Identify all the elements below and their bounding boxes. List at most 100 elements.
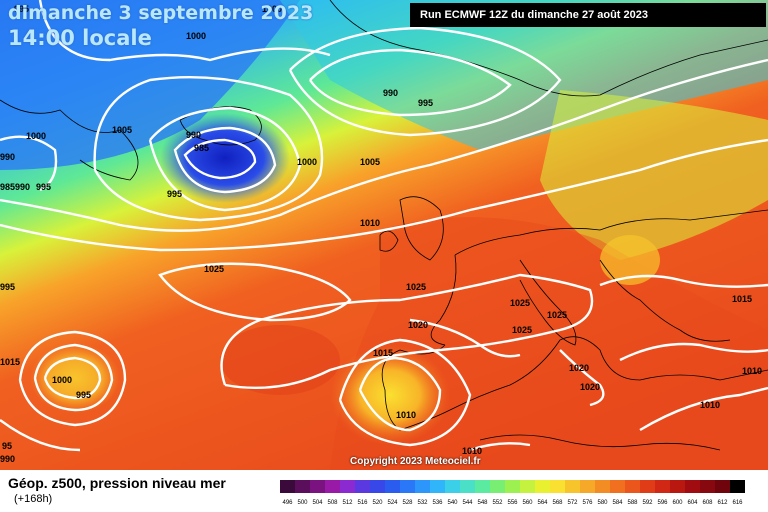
scale-swatch [505,480,520,493]
isobar-label: 990 [0,152,15,162]
scale-swatch [295,480,310,493]
scale-tick-label: 532 [417,500,428,506]
scale-tick-label: 568 [552,500,563,506]
cold-pool-zone [0,0,300,170]
isobar-label: 995 [167,189,182,199]
scale-tick-label: 588 [627,500,638,506]
isobar-label: 990 [0,454,15,464]
scale-tick-label: 616 [732,500,743,506]
legend-footer: Géop. z500, pression niveau mer (+168h) … [0,470,768,512]
isobar-label: 990 [186,130,201,140]
scale-tick-label: 556 [507,500,518,506]
scale-tick-label: 540 [447,500,458,506]
color-scale: 496 500 504 508 512 516 520 524 528 532 536 540 544 5… [280,480,745,506]
scale-swatch [385,480,400,493]
isobar-label: 1020 [408,320,428,330]
isobars [0,0,768,450]
isobar-label: 985 [0,182,15,192]
isobar-label: 1015 [0,357,20,367]
isobar-label: 1025 [204,264,224,274]
isobar-labels: 995 1000 1000 990 995 1005 990 985 1000 … [0,4,762,464]
isobar-label: 1020 [580,382,600,392]
scale-swatch [355,480,370,493]
map-canvas: 995 1000 1000 990 995 1005 990 985 1000 … [0,0,768,470]
isobar-label: 1025 [547,310,567,320]
scale-tick-label: 500 [297,500,308,506]
scale-tick-label: 608 [702,500,713,506]
scale-tick-label: 552 [492,500,503,506]
scale-tick-label: 612 [717,500,728,506]
isobar-label: 995 [36,182,51,192]
scale-swatch [415,480,430,493]
polar-zone [280,0,768,150]
isobar-label: 995 [14,4,29,14]
isobar-label: 995 [0,282,15,292]
scale-tick-label: 580 [597,500,608,506]
isobar-label: 990 [383,88,398,98]
scale-swatch [370,480,385,493]
scale-swatch [280,480,295,493]
scale-swatch [565,480,580,493]
scale-tick-label: 512 [342,500,353,506]
forecast-map[interactable]: 995 1000 1000 990 995 1005 990 985 1000 … [0,0,768,470]
copyright-notice: Copyright 2023 Meteociel.fr [350,456,481,467]
scale-swatch [445,480,460,493]
scale-tick-label: 604 [687,500,698,506]
isobar-label: 1005 [112,125,132,135]
scale-swatch [400,480,415,493]
isobar-label: 1010 [700,400,720,410]
legend-forecast-range: (+168h) [14,493,53,505]
isobar-label: 1010 [396,410,416,420]
scale-swatch [430,480,445,493]
scale-tick-label: 600 [672,500,683,506]
scale-swatch [340,480,355,493]
isobar-label: 1010 [462,446,482,456]
scale-swatch [715,480,730,493]
isobar-label: 1010 [360,218,380,228]
scale-swatch [655,480,670,493]
scale-tick-label: 496 [282,500,293,506]
isobar-label: 1020 [569,363,589,373]
east-yellow-patch [600,235,660,285]
scale-swatch [670,480,685,493]
isobar-label: 1000 [52,375,72,385]
scale-swatch [325,480,340,493]
scale-tick-label: 544 [462,500,473,506]
scale-swatch [685,480,700,493]
scale-swatch [610,480,625,493]
scale-tick-label: 524 [387,500,398,506]
scale-swatch [595,480,610,493]
atlantic-cutoff-low [30,343,120,413]
iberian-thermal-low [330,345,450,445]
isobar-label: 1000 [186,31,206,41]
scale-tick-label: 592 [642,500,653,506]
scale-swatch [490,480,505,493]
atlantic-red-patch [220,325,340,395]
legend-title: Géop. z500, pression niveau mer [8,475,226,491]
scale-tick-label: 564 [537,500,548,506]
isobar-label: 1000 [297,157,317,167]
scale-tick-label: 584 [612,500,623,506]
forecast-date-title: dimanche 3 septembre 2023 [8,2,314,24]
isobar-label: 1000 [262,4,282,14]
isobar-label: 990 [15,182,30,192]
scale-tick-label: 508 [327,500,338,506]
scale-tick-label: 504 [312,500,323,506]
scale-swatch [625,480,640,493]
scale-swatch [730,480,745,493]
scale-swatch [580,480,595,493]
scale-swatch [520,480,535,493]
isobar-label: 1025 [406,282,426,292]
isobar-label: 1025 [512,325,532,335]
isobar-label: 1015 [732,294,752,304]
scale-tick-label: 516 [357,500,368,506]
scale-swatch [640,480,655,493]
isobar-label: 1025 [510,298,530,308]
scale-tick-label: 572 [567,500,578,506]
forecast-time-title: 14:00 locale [8,26,152,50]
isobar-label: 1010 [742,366,762,376]
scale-swatch [475,480,490,493]
isobar-label: 995 [418,98,433,108]
scale-swatch [460,480,475,493]
